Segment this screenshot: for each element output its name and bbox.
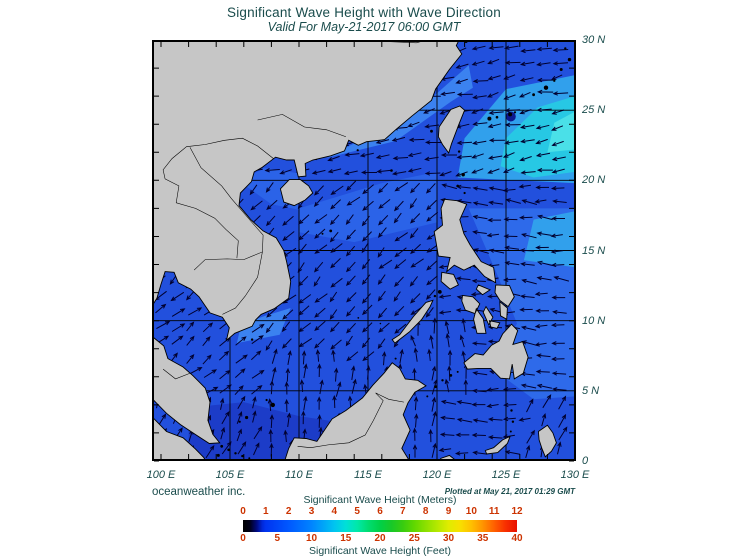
lat-label: 5 N (582, 384, 600, 397)
lat-label: 10 N (582, 314, 606, 327)
oceanweather-credit: oceanweather inc. (152, 486, 246, 498)
landmasses (153, 41, 557, 460)
lon-label: 115 E (354, 469, 382, 481)
figure-title: Significant Wave Height with Wave Direct… (227, 5, 501, 20)
feet-tick-label: 10 (305, 533, 318, 544)
meters-tick-label: 4 (331, 506, 338, 517)
map-frame (152, 40, 576, 461)
frame-ticks (154, 39, 576, 462)
feet-tick-label: 40 (511, 533, 523, 544)
meters-tick-label: 7 (400, 506, 406, 517)
lon-label: 110 E (285, 469, 313, 481)
meters-tick-label: 9 (445, 506, 452, 517)
feet-tick-label: 30 (442, 533, 455, 544)
lon-label: 120 E (422, 469, 452, 481)
feet-tick-label: 15 (340, 533, 352, 544)
colorbar (243, 519, 517, 532)
wave-height-field (188, 65, 575, 460)
lat-label: 25 N (582, 104, 606, 117)
feet-tick-label: 0 (240, 533, 246, 544)
lat-label: 20 N (582, 174, 606, 187)
map-layers (153, 41, 575, 460)
lat-label: 30 N (582, 34, 606, 46)
small-islands (216, 41, 575, 460)
meters-tick-label: 11 (488, 506, 500, 517)
feet-tick-label: 35 (477, 533, 489, 544)
lon-label: 105 E (215, 469, 245, 481)
feet-tick-label: 20 (374, 533, 386, 544)
meters-tick-label: 1 (263, 506, 269, 517)
meters-tick-label: 10 (465, 506, 477, 517)
lon-label: 130 E (560, 469, 590, 481)
legend-feet-label: Significant Wave Height (Feet) (308, 545, 451, 557)
feet-tick-label: 25 (408, 533, 420, 544)
map-area (152, 39, 576, 462)
meters-tick-label: 3 (308, 506, 315, 517)
plotted-timestamp: Plotted at May 21, 2017 01:29 GMT (444, 487, 575, 496)
country-borders (162, 41, 425, 448)
meters-tick-label: 5 (354, 506, 360, 517)
legend-meters-label: Significant Wave Height (Meters) (303, 494, 457, 506)
meters-tick-label: 8 (422, 506, 429, 517)
lat-label: 15 N (582, 244, 606, 257)
lat-label: 0 (582, 455, 589, 467)
meters-tick-label: 2 (285, 506, 292, 517)
figure-valid-time: Valid For May-21-2017 06:00 GMT (267, 20, 461, 34)
map-canvas (152, 39, 576, 462)
meters-tick-label: 6 (377, 506, 383, 517)
lon-label: 125 E (491, 469, 521, 481)
meters-tick-label: 0 (240, 506, 246, 517)
meters-tick-label: 12 (511, 506, 523, 517)
lon-label: 100 E (146, 469, 176, 481)
feet-tick-label: 5 (274, 533, 281, 544)
